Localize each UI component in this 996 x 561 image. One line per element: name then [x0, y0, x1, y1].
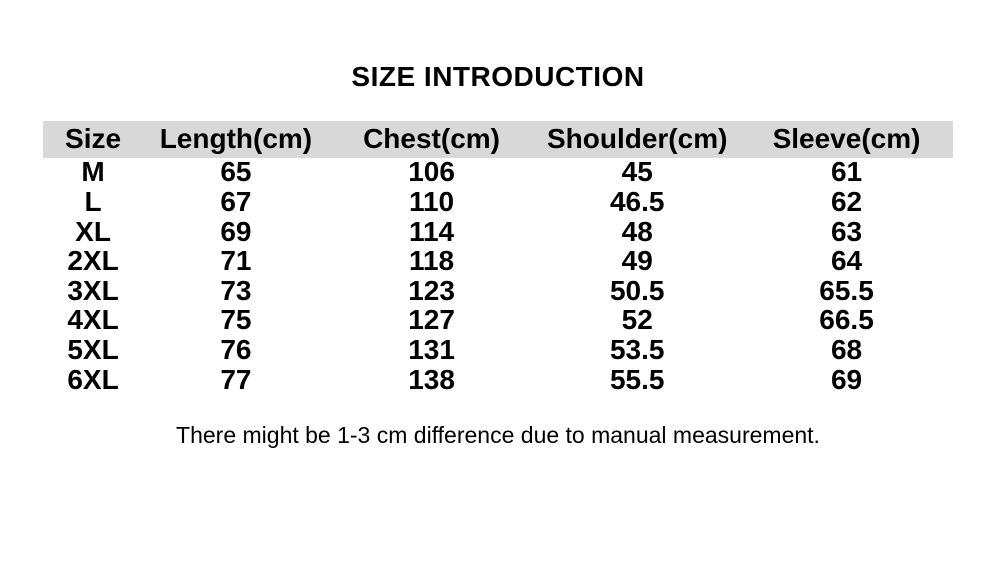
measurement-cell: 69 — [830, 363, 863, 395]
measurement-cell: 53.5 — [609, 333, 665, 365]
column-header-size: Size — [65, 123, 122, 155]
measurement-cell: 75 — [220, 304, 252, 336]
measurement-cell: 48 — [621, 215, 653, 247]
size-label-cell: 5XL — [67, 333, 119, 365]
size-label-cell: 6XL — [67, 363, 119, 395]
table-row-6xl: 6XL 77 138 55.5 69 — [43, 365, 953, 395]
measurement-cell: 106 — [408, 156, 455, 188]
size-label-cell: 3XL — [67, 274, 119, 306]
page-title: SIZE INTRODUCTION — [351, 61, 645, 92]
size-label-cell: 2XL — [67, 245, 119, 277]
measurement-cell: 64 — [830, 245, 863, 277]
measurement-cell: 114 — [408, 215, 455, 247]
measurement-cell: 127 — [408, 304, 455, 336]
size-label-cell: 4XL — [67, 304, 119, 336]
column-header-shoulder: Shoulder(cm) — [546, 123, 728, 155]
table-row-xl: XL 69 114 48 63 — [43, 217, 953, 247]
column-header-chest: Chest(cm) — [363, 123, 500, 155]
measurement-cell: 138 — [408, 363, 455, 395]
measurement-cell: 73 — [220, 274, 252, 306]
measurement-cell: 46.5 — [609, 185, 665, 217]
column-header-length: Length(cm) — [159, 123, 313, 155]
size-chart-table: Size Length(cm) Chest(cm) Shoulder(cm) S… — [43, 120, 953, 395]
measurement-cell: 67 — [220, 185, 252, 217]
measurement-note: There might be 1-3 cm difference due to … — [176, 422, 820, 449]
measurement-cell: 61 — [830, 156, 863, 188]
measurement-cell: 118 — [408, 245, 455, 277]
measurement-cell: 62 — [830, 185, 863, 217]
table-row-2xl: 2XL 71 118 49 64 — [43, 246, 953, 276]
measurement-cell: 49 — [621, 245, 653, 277]
measurement-cell: 131 — [408, 333, 455, 365]
table-row-5xl: 5XL 76 131 53.5 68 — [43, 335, 953, 365]
table-row-3xl: 3XL 73 123 50.5 65.5 — [43, 276, 953, 306]
measurement-cell: 52 — [621, 304, 653, 336]
measurement-cell: 69 — [220, 215, 252, 247]
measurement-cell: 65 — [220, 156, 252, 188]
measurement-cell: 66.5 — [819, 304, 874, 336]
size-label-cell: M — [81, 156, 105, 188]
measurement-cell: 50.5 — [609, 274, 665, 306]
table-row-l: L 67 110 46.5 62 — [43, 187, 953, 217]
size-label-cell: L — [84, 185, 102, 217]
measurement-cell: 71 — [220, 245, 252, 277]
table-row-m: M 65 106 45 61 — [43, 158, 953, 188]
measurement-cell: 123 — [408, 274, 455, 306]
measurement-cell: 63 — [830, 215, 863, 247]
measurement-cell: 55.5 — [609, 363, 665, 395]
measurement-cell: 45 — [621, 156, 653, 188]
size-label-cell: XL — [75, 215, 111, 247]
table-row-4xl: 4XL 75 127 52 66.5 — [43, 306, 953, 336]
measurement-cell: 110 — [408, 185, 455, 217]
column-header-sleeve: Sleeve(cm) — [772, 123, 921, 155]
measurement-cell: 65.5 — [819, 274, 874, 306]
measurement-cell: 68 — [830, 333, 863, 365]
measurement-cell: 77 — [220, 363, 252, 395]
measurement-cell: 76 — [220, 333, 252, 365]
table-header-row: Size Length(cm) Chest(cm) Shoulder(cm) S… — [43, 120, 953, 158]
